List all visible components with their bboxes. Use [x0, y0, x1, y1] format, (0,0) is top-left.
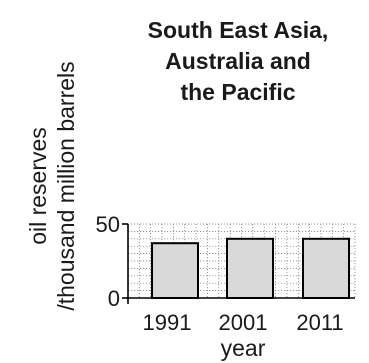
x-axis-label: year — [221, 335, 266, 361]
y-axis-label-line-1: oil reserves — [25, 127, 51, 245]
y-axis-label-line-2: /thousand million barrels — [53, 61, 79, 310]
bar-2001 — [226, 237, 274, 300]
x-tick-label-2011: 2011 — [296, 310, 343, 335]
y-tick-label-bottom: 0 — [108, 286, 120, 311]
chart-title-line-3: the Pacific — [180, 79, 295, 105]
x-tick-label-2001: 2001 — [219, 310, 268, 335]
bar-1991 — [151, 242, 199, 299]
y-tick-label-top: 50 — [96, 212, 120, 237]
chart-title-line-1: South East Asia, — [148, 17, 329, 43]
x-tick-label-1991: 1991 — [143, 310, 192, 335]
chart-title-line-2: Australia and — [165, 48, 311, 74]
bars — [151, 237, 350, 300]
bar-2011 — [302, 237, 350, 300]
